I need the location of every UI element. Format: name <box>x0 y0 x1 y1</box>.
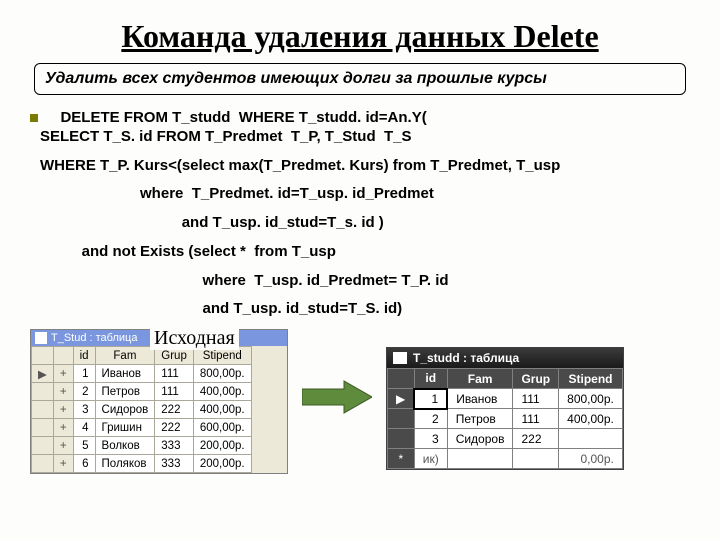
col-stipend: Stipend <box>559 369 623 389</box>
col-id: id <box>414 369 447 389</box>
table-row[interactable]: ▶+1Иванов111800,00р. <box>32 365 252 383</box>
result-table-window: T_studd : таблица id Fam Grup Stipend ▶1… <box>386 347 624 470</box>
table-row[interactable]: ▶1Иванов111800,00р. <box>388 389 623 409</box>
sql-line-7: where T_usp. id_Predmet= T_P. id <box>40 272 690 291</box>
col-fam: Fam <box>95 347 155 365</box>
col-grup: Grup <box>513 369 559 389</box>
bullet-icon <box>30 114 38 122</box>
table-row[interactable]: +2Петров111400,00р. <box>32 383 252 401</box>
new-row[interactable]: *ик)0,00р. <box>388 449 623 469</box>
table-icon <box>393 352 407 364</box>
row-selector-header <box>388 369 415 389</box>
result-window-title: T_studd : таблица <box>413 351 519 365</box>
task-description: Удалить всех студентов имеющих долги за … <box>45 70 547 87</box>
table-row[interactable]: 2Петров111400,00р. <box>388 409 623 429</box>
result-window-titlebar: T_studd : таблица <box>387 348 623 368</box>
slide-title: Команда удаления данных Delete <box>30 18 690 55</box>
sql-line-4: where T_Predmet. id=T_usp. id_Predmet <box>40 185 690 204</box>
table-row[interactable]: +6Поляков333200,00р. <box>32 455 252 473</box>
table-row[interactable]: +3Сидоров222400,00р. <box>32 401 252 419</box>
task-description-box: Удалить всех студентов имеющих долги за … <box>34 63 686 95</box>
sql-code-block: DELETE FROM T_studd WHERE T_studd. id=An… <box>30 109 690 319</box>
expand-col-header <box>53 347 73 365</box>
sql-line-3: WHERE T_P. Kurs<(select max(T_Predmet. K… <box>40 157 690 176</box>
table-row[interactable]: +4Гришин222600,00р. <box>32 419 252 437</box>
sql-line-6: and not Exists (select * from T_usp <box>40 243 690 262</box>
sql-line-1: DELETE FROM T_studd WHERE T_studd. id=An… <box>60 109 426 126</box>
source-window-title: T_Stud : таблица <box>51 332 137 344</box>
source-table-window: T_Stud : таблица id Fam Grup Stipend ▶+1… <box>30 329 288 474</box>
table-row[interactable]: +5Волков333200,00р. <box>32 437 252 455</box>
source-label: Исходная <box>150 327 239 350</box>
sql-line-5: and T_usp. id_stud=T_s. id ) <box>40 214 690 233</box>
result-table: id Fam Grup Stipend ▶1Иванов111800,00р. … <box>387 368 623 469</box>
arrow-icon <box>302 379 372 415</box>
col-fam: Fam <box>447 369 513 389</box>
table-row[interactable]: 3Сидоров222 <box>388 429 623 449</box>
row-selector-header <box>32 347 54 365</box>
source-table-container: T_Stud : таблица id Fam Grup Stipend ▶+1… <box>30 329 288 474</box>
source-table: id Fam Grup Stipend ▶+1Иванов111800,00р.… <box>31 346 252 473</box>
table-icon <box>35 332 47 344</box>
col-id: id <box>73 347 95 365</box>
sql-line-8: and T_usp. id_stud=T_S. id) <box>40 300 690 319</box>
sql-line-2: SELECT T_S. id FROM T_Predmet T_P, T_Stu… <box>40 128 690 147</box>
